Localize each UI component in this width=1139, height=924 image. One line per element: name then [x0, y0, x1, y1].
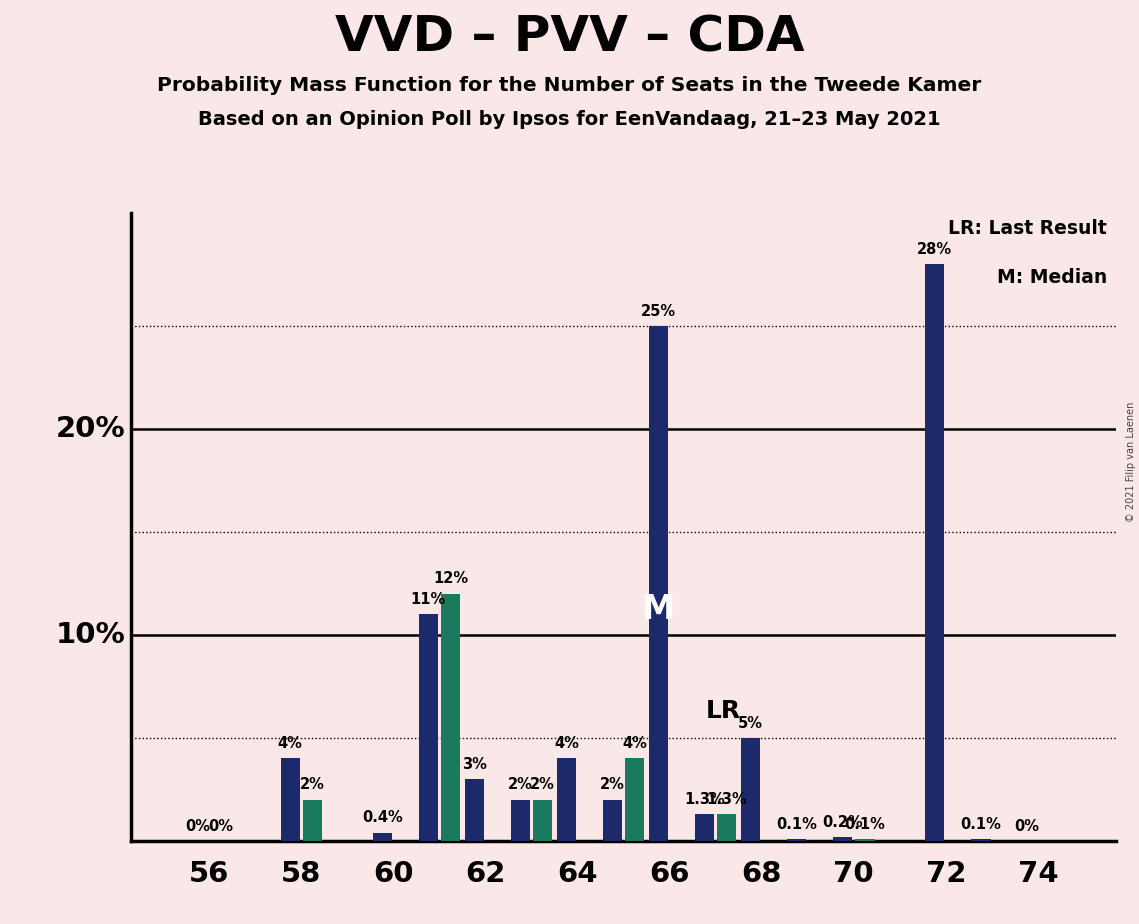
Bar	[741, 738, 761, 841]
Text: 1.3%: 1.3%	[685, 792, 726, 807]
Text: Probability Mass Function for the Number of Seats in the Tweede Kamer: Probability Mass Function for the Number…	[157, 76, 982, 95]
Bar	[465, 779, 484, 841]
Text: 5%: 5%	[738, 715, 763, 731]
Text: 0.1%: 0.1%	[777, 817, 817, 832]
Bar	[303, 799, 322, 841]
Text: 2%: 2%	[600, 777, 625, 793]
Text: 12%: 12%	[433, 571, 468, 587]
Text: © 2021 Filip van Laenen: © 2021 Filip van Laenen	[1126, 402, 1136, 522]
Bar	[695, 814, 714, 841]
Text: M: Median: M: Median	[997, 268, 1107, 287]
Text: LR: Last Result: LR: Last Result	[949, 219, 1107, 237]
Bar	[925, 264, 944, 841]
Bar	[441, 593, 460, 841]
Bar	[533, 799, 552, 841]
Bar	[419, 614, 439, 841]
Text: 0.4%: 0.4%	[362, 810, 403, 825]
Text: 1.3%: 1.3%	[706, 792, 747, 807]
Text: 28%: 28%	[917, 242, 952, 257]
Text: 0%: 0%	[186, 819, 211, 833]
Text: 10%: 10%	[56, 621, 125, 649]
Text: M: M	[642, 592, 675, 626]
Bar	[280, 759, 300, 841]
Text: 4%: 4%	[278, 736, 303, 751]
Text: 2%: 2%	[300, 777, 325, 793]
Bar	[510, 799, 530, 841]
Text: 2%: 2%	[508, 777, 533, 793]
Bar	[557, 759, 576, 841]
Text: 3%: 3%	[462, 757, 486, 772]
Text: 2%: 2%	[530, 777, 555, 793]
Text: 0.1%: 0.1%	[844, 817, 885, 832]
Text: 25%: 25%	[641, 304, 677, 319]
Text: 4%: 4%	[622, 736, 647, 751]
Bar	[625, 759, 645, 841]
Bar	[787, 839, 806, 841]
Text: Based on an Opinion Poll by Ipsos for EenVandaag, 21–23 May 2021: Based on an Opinion Poll by Ipsos for Ee…	[198, 110, 941, 129]
Bar	[649, 326, 669, 841]
Text: 11%: 11%	[411, 592, 446, 607]
Text: 20%: 20%	[56, 415, 125, 443]
Text: 0%: 0%	[207, 819, 232, 833]
Text: 4%: 4%	[554, 736, 579, 751]
Bar	[372, 833, 392, 841]
Bar	[718, 814, 737, 841]
Text: 0%: 0%	[1015, 819, 1040, 833]
Bar	[972, 839, 991, 841]
Bar	[855, 839, 875, 841]
Text: 0.1%: 0.1%	[960, 817, 1001, 832]
Bar	[833, 837, 852, 841]
Text: VVD – PVV – CDA: VVD – PVV – CDA	[335, 14, 804, 62]
Text: 0.2%: 0.2%	[822, 815, 863, 830]
Bar	[603, 799, 622, 841]
Text: LR: LR	[706, 699, 741, 723]
